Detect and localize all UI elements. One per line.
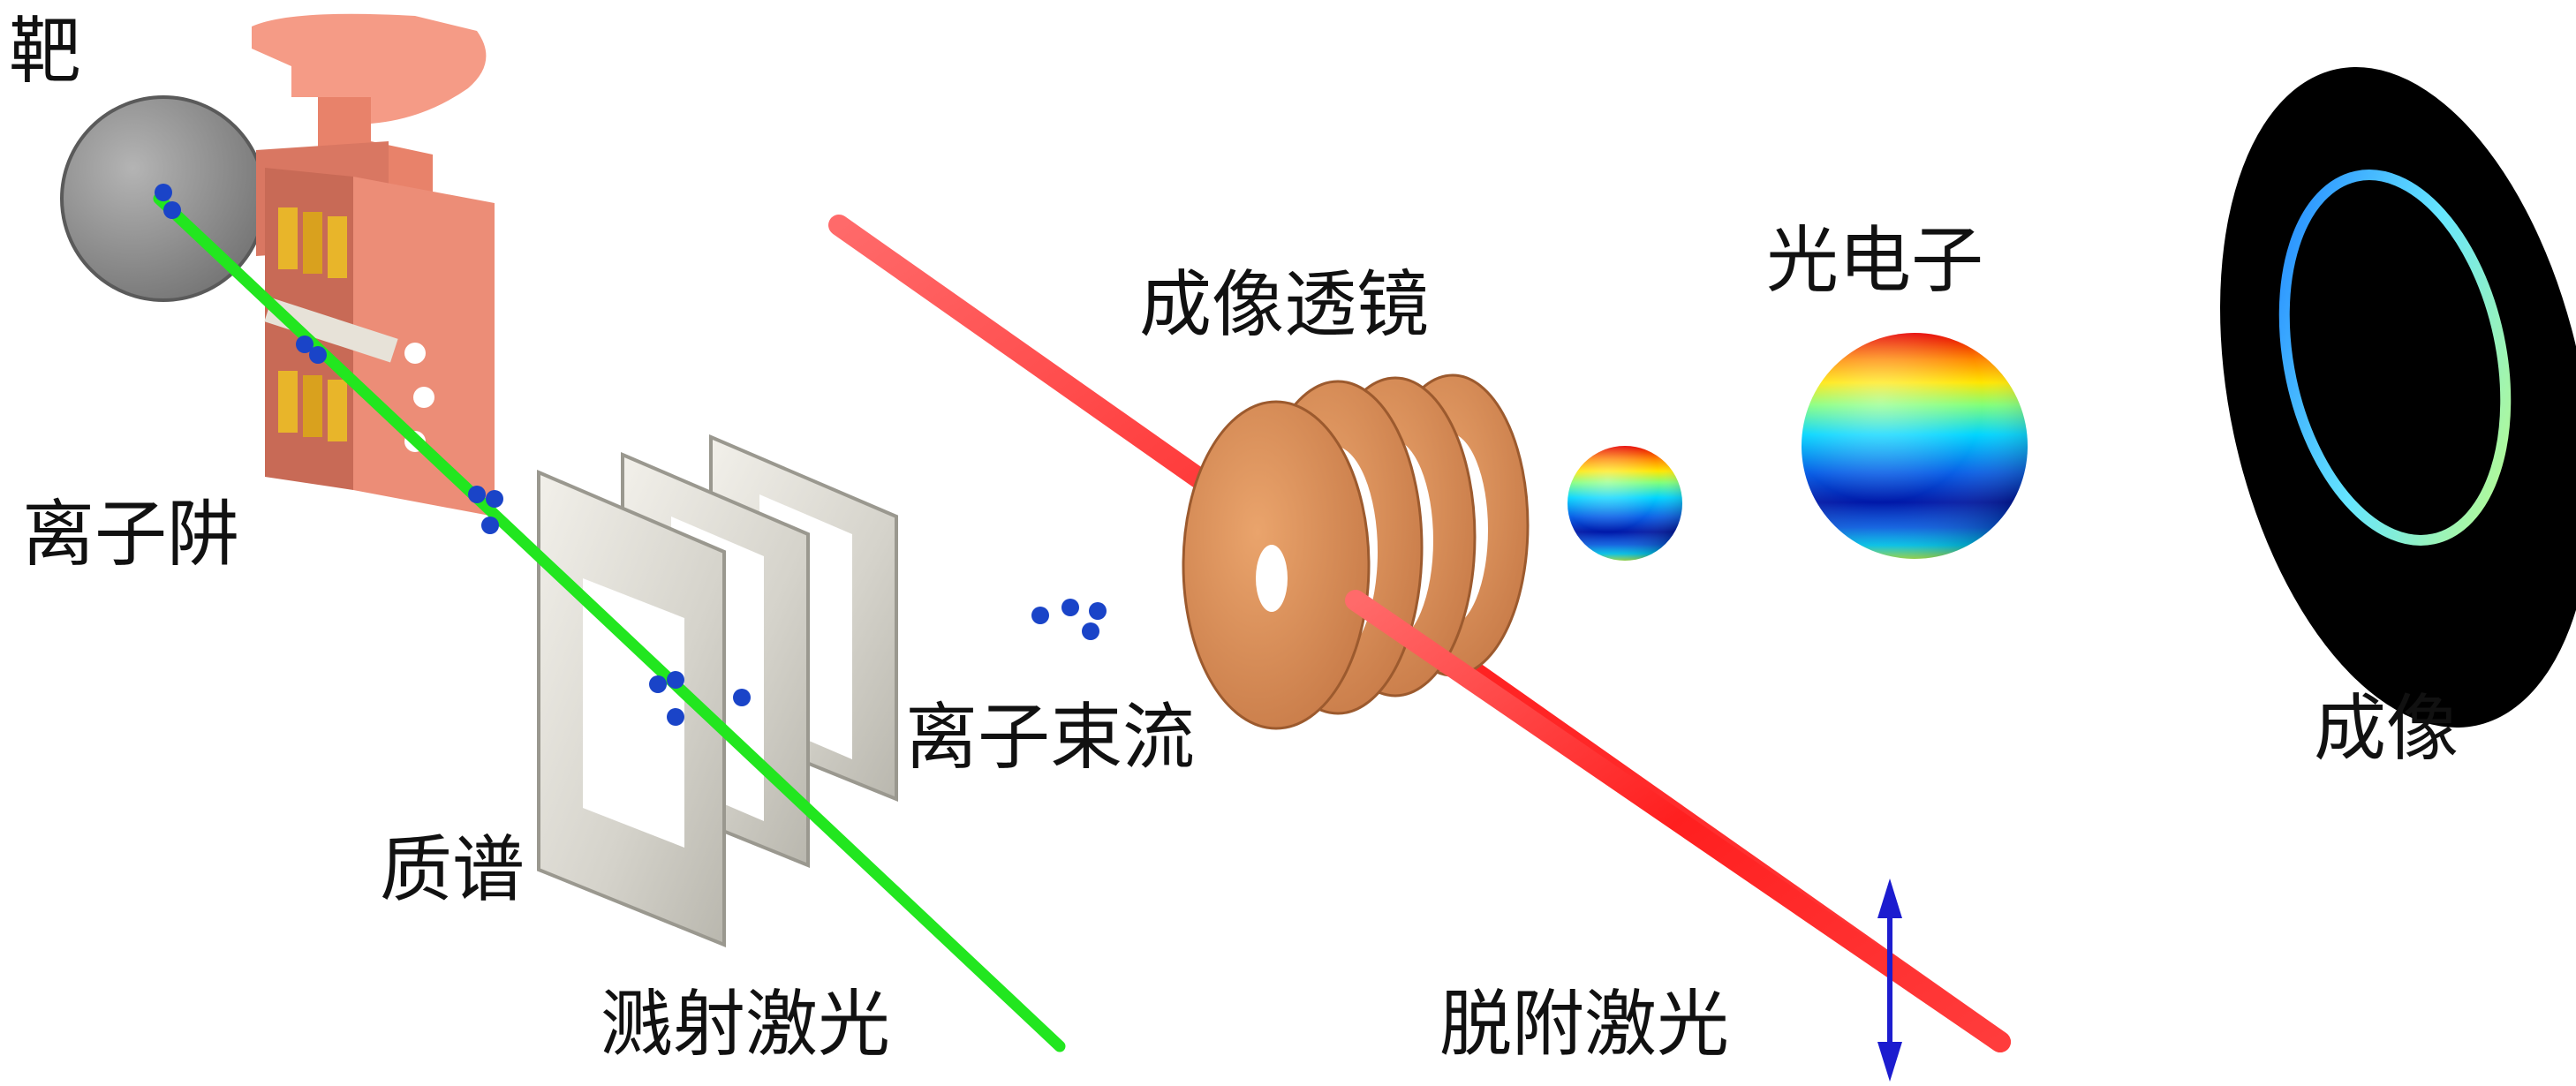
photoelectron-sphere-small [1568, 446, 1682, 561]
label-sputter-laser: 溅射激光 [601, 983, 891, 1067]
velocity-map-ring [2278, 170, 2512, 546]
label-imaging-lens: 成像透镜 [1139, 263, 1430, 347]
polarization-arrow [1877, 879, 1902, 1082]
sputter-laser-beam [153, 192, 1066, 1052]
label-target: 靶 [9, 10, 82, 94]
detach-laser-front [1345, 590, 2011, 1052]
lens-ring-1 [1182, 400, 1371, 730]
ion [733, 689, 751, 706]
label-ion-trap: 离子阱 [22, 493, 240, 577]
ion [468, 486, 486, 503]
mass-plate-1 [537, 469, 726, 947]
imaging-detector [2220, 66, 2576, 728]
imaging-lens [1182, 373, 1530, 730]
ion-trap [252, 13, 495, 517]
label-detach-laser: 脱附激光 [1439, 983, 1730, 1067]
ion [296, 336, 314, 353]
label-mass-spec: 质谱 [380, 828, 525, 912]
ion [1031, 607, 1049, 624]
label-photoelectron: 光电子 [1766, 219, 1984, 303]
ion [667, 671, 684, 689]
label-imaging: 成像 [2314, 687, 2459, 771]
ion [667, 708, 684, 726]
ion [155, 184, 172, 201]
ion [1089, 602, 1107, 620]
ion [649, 675, 667, 693]
mass-spec-plates [537, 434, 898, 947]
ion [486, 490, 503, 508]
ion [1061, 599, 1079, 616]
label-ion-beam: 离子束流 [905, 696, 1196, 780]
ion [309, 346, 327, 364]
ion [481, 517, 499, 534]
photoelectron-sphere-large [1802, 333, 2028, 559]
trap-electrodes [264, 207, 398, 441]
ion [1082, 622, 1099, 640]
ion [163, 201, 181, 219]
